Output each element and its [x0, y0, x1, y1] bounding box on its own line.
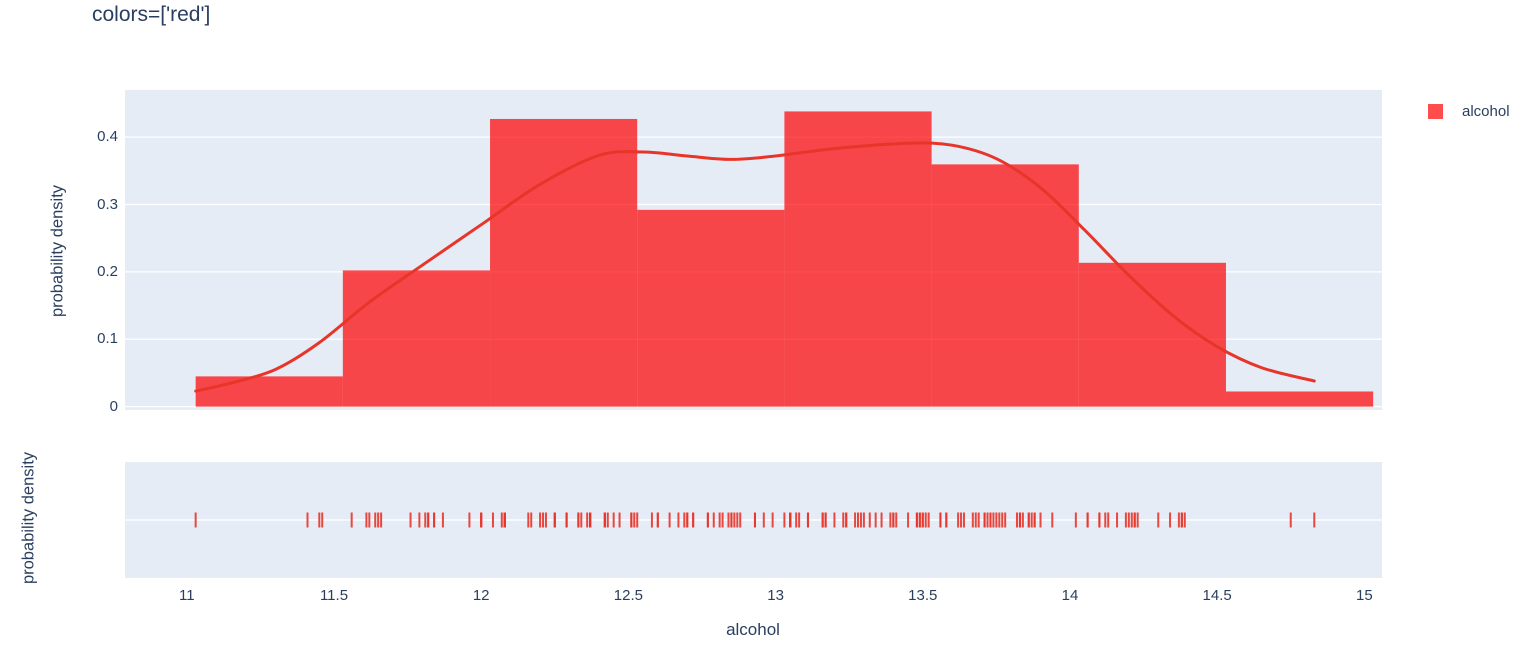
x-tick-label: 12 [472, 587, 490, 604]
x-tick-label: 13 [767, 587, 784, 604]
legend: alcohol [1428, 103, 1510, 120]
y-tick-label: 0.2 [97, 262, 118, 280]
legend-swatch-icon [1428, 104, 1443, 119]
histogram-bar[interactable] [1078, 262, 1226, 407]
y-axis-title-top: probability density [48, 184, 67, 318]
histogram-bar[interactable] [1225, 391, 1374, 407]
y-tick-label: 0.1 [97, 330, 118, 348]
legend-item-alcohol[interactable]: alcohol [1428, 103, 1510, 120]
histogram-bar[interactable] [195, 376, 343, 407]
kde-curve[interactable] [194, 141, 1316, 393]
x-tick-label: 13.5 [908, 587, 938, 604]
y-tick-label: 0.4 [97, 128, 118, 146]
histogram-bar[interactable] [784, 111, 932, 407]
y-tick-label: 0 [109, 397, 118, 415]
y-axis-title-bottom: probability density [19, 451, 38, 585]
x-tick-label: 14 [1061, 587, 1079, 604]
histogram-bar[interactable] [490, 118, 638, 407]
histogram-series[interactable] [195, 111, 1374, 407]
x-tick-label: 15 [1355, 587, 1373, 604]
legend-label: alcohol [1462, 103, 1510, 120]
histogram-bar[interactable] [637, 209, 785, 407]
x-tick-label: 11.5 [319, 587, 349, 604]
x-axis-title: alcohol [726, 620, 780, 639]
rug-series[interactable] [194, 512, 1316, 528]
chart-title: colors=['red'] [92, 3, 211, 26]
y-tick-label: 0.3 [97, 195, 118, 213]
x-tick-label: 11 [179, 587, 195, 604]
x-tick-label: 14.5 [1202, 587, 1232, 604]
x-tick-label: 12.5 [613, 587, 643, 604]
histogram-bar[interactable] [931, 164, 1079, 407]
histogram-bar[interactable] [342, 270, 491, 407]
